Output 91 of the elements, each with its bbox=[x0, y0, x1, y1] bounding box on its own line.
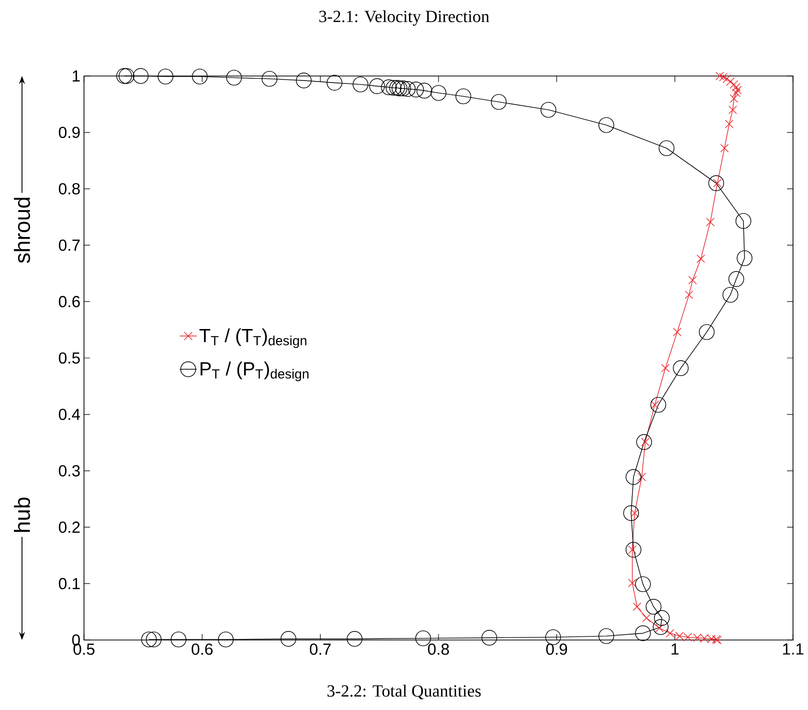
y-tick-label: 0.1 bbox=[58, 578, 80, 590]
point bbox=[732, 83, 741, 92]
point bbox=[736, 250, 752, 266]
point bbox=[540, 102, 556, 118]
point bbox=[720, 144, 729, 152]
point bbox=[352, 76, 368, 92]
point bbox=[626, 542, 642, 558]
point bbox=[636, 434, 652, 450]
point bbox=[728, 106, 737, 114]
point bbox=[722, 74, 732, 84]
point bbox=[672, 360, 689, 376]
point bbox=[598, 117, 614, 133]
point bbox=[658, 140, 674, 156]
point bbox=[652, 619, 669, 635]
point bbox=[716, 72, 724, 80]
legend-label: P$_{T}$ / (P$_{T}$)$_{design}$ bbox=[200, 362, 308, 382]
point bbox=[722, 286, 738, 303]
x-tick-label: 1 bbox=[672, 644, 679, 655]
point bbox=[650, 396, 666, 413]
point bbox=[626, 469, 642, 485]
x-tick-label: 0.8 bbox=[428, 644, 449, 655]
point bbox=[672, 328, 682, 336]
point bbox=[684, 290, 694, 300]
point bbox=[262, 70, 278, 87]
y-tick-label: 0.4 bbox=[58, 408, 80, 420]
point bbox=[280, 631, 296, 647]
point bbox=[726, 77, 735, 86]
x-tick-label: 0.7 bbox=[310, 644, 331, 655]
point bbox=[158, 68, 174, 84]
x-tick-label: 0.9 bbox=[546, 644, 568, 655]
point bbox=[481, 630, 498, 646]
point bbox=[638, 472, 646, 482]
point bbox=[628, 578, 637, 588]
point bbox=[635, 576, 651, 592]
point bbox=[170, 632, 186, 648]
y-tick-label: 0.6 bbox=[58, 296, 80, 308]
point bbox=[623, 505, 639, 521]
point bbox=[192, 68, 208, 84]
point bbox=[369, 78, 385, 94]
point bbox=[642, 614, 651, 622]
point bbox=[732, 88, 741, 98]
point bbox=[455, 88, 472, 104]
point bbox=[730, 80, 738, 89]
point bbox=[696, 254, 706, 263]
point bbox=[632, 602, 642, 611]
point bbox=[708, 175, 724, 192]
point bbox=[386, 80, 402, 96]
point bbox=[490, 94, 507, 110]
chart-title: 3-2.1: Velocity Direction bbox=[319, 10, 490, 26]
point bbox=[141, 632, 157, 648]
x-tick-label: 0.6 bbox=[192, 644, 213, 655]
point bbox=[381, 79, 397, 96]
y-tick-label: 0.2 bbox=[58, 522, 80, 533]
point bbox=[688, 276, 697, 284]
point bbox=[736, 213, 752, 229]
point bbox=[226, 70, 242, 86]
text: 3-2.2: Total Quantities bbox=[328, 684, 481, 700]
y-tick-label: 0.3 bbox=[58, 465, 80, 476]
point bbox=[719, 72, 728, 82]
point bbox=[395, 80, 411, 96]
x-tick-label: 1.1 bbox=[783, 644, 804, 655]
point bbox=[218, 632, 234, 648]
point bbox=[728, 271, 744, 287]
point bbox=[346, 631, 362, 647]
point bbox=[430, 85, 446, 101]
point bbox=[661, 364, 670, 372]
y-tick-label: 0.9 bbox=[58, 126, 80, 138]
point bbox=[400, 81, 416, 97]
y-tick-label: 1 bbox=[72, 70, 80, 82]
point bbox=[666, 628, 674, 638]
point bbox=[146, 632, 162, 648]
point bbox=[646, 598, 662, 615]
point bbox=[408, 82, 424, 98]
point bbox=[296, 72, 312, 88]
point bbox=[724, 120, 734, 128]
legend-label: T$_{T}$ / (T$_{T}$)$_{design}$ bbox=[199, 328, 306, 348]
text: hub bbox=[14, 498, 30, 532]
point bbox=[733, 86, 742, 94]
text: shroud bbox=[14, 198, 30, 264]
point bbox=[416, 82, 432, 99]
point bbox=[698, 324, 715, 340]
point bbox=[635, 625, 651, 642]
y-tick-label: 0.7 bbox=[58, 240, 80, 251]
point bbox=[132, 68, 149, 84]
point bbox=[654, 610, 670, 626]
y-tick-label: 0.8 bbox=[58, 183, 80, 194]
point bbox=[326, 74, 342, 91]
point bbox=[706, 218, 715, 226]
point bbox=[730, 94, 738, 103]
point bbox=[598, 628, 614, 644]
y-tick-label: 0.5 bbox=[58, 352, 80, 364]
